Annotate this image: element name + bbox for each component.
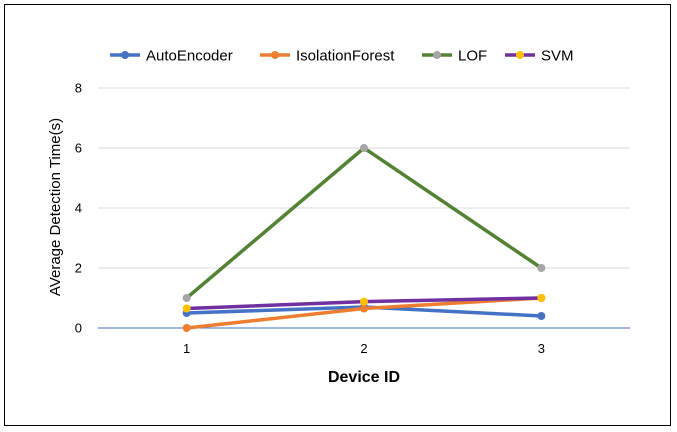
data-point-svm	[537, 294, 546, 302]
legend-label: LOF	[458, 48, 487, 65]
data-point-lof	[360, 144, 368, 152]
legend-item-svm: SVM	[505, 48, 574, 65]
data-point-lof	[537, 264, 546, 272]
legend-swatch-marker	[271, 51, 279, 59]
data-point-isolationforest	[182, 324, 191, 332]
x-axis-title: Device ID	[328, 369, 400, 386]
legend-swatch-marker	[516, 51, 524, 59]
x-tick-labels: 1 2 3	[183, 341, 545, 356]
chart-frame	[4, 4, 671, 426]
data-point-isolationforest	[360, 304, 368, 313]
y-axis-title: AVerage Detection Time(s)	[47, 118, 64, 296]
y-tick-label: 4	[75, 201, 82, 216]
legend-item-lof: LOF	[422, 48, 487, 65]
data-point-autoencoder	[537, 312, 546, 320]
data-point-svm	[360, 297, 368, 306]
y-tick-label: 6	[75, 141, 82, 156]
legend-label: IsolationForest	[296, 48, 395, 65]
legend-swatch-marker	[433, 51, 441, 59]
legend-swatch-marker	[121, 51, 129, 59]
legend: AutoEncoder IsolationForest LOF SVM	[110, 48, 574, 65]
series-group	[182, 144, 546, 332]
legend-label: SVM	[541, 48, 574, 65]
data-point-lof	[182, 294, 191, 302]
legend-item-isolationforest: IsolationForest	[260, 48, 395, 65]
y-tick-label: 2	[75, 261, 82, 276]
x-tick-label: 2	[360, 341, 367, 356]
x-tick-label: 1	[183, 341, 190, 356]
y-tick-labels: 0 2 4 6 8	[75, 81, 82, 336]
legend-label: AutoEncoder	[146, 48, 233, 65]
gridlines	[98, 87, 630, 269]
y-tick-label: 0	[75, 321, 82, 336]
legend-item-autoencoder: AutoEncoder	[110, 48, 233, 65]
series-line-lof	[184, 146, 544, 300]
data-point-svm	[182, 304, 191, 313]
x-tick-label: 3	[538, 341, 545, 356]
y-tick-label: 8	[75, 81, 82, 96]
